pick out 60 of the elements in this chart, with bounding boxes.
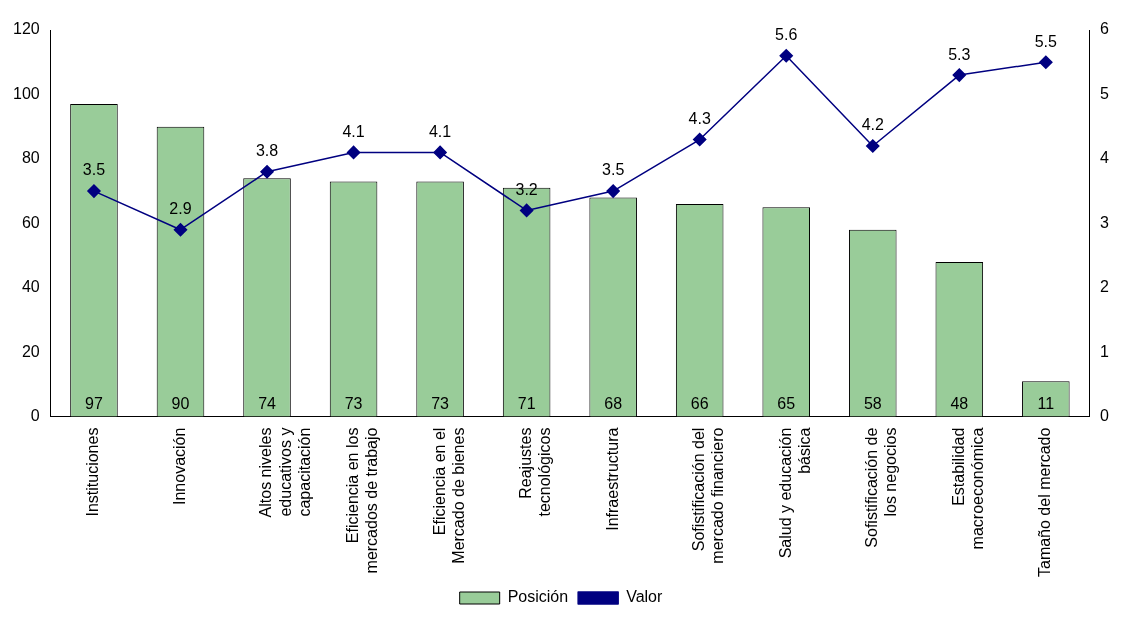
y-tick-label: 100: [12, 84, 40, 102]
data-label: 97: [85, 394, 103, 412]
point: [433, 145, 447, 160]
data-label: 90: [171, 394, 190, 412]
data-label: 74: [258, 394, 277, 412]
y-tick-label: 40: [21, 278, 40, 296]
y2-tick-label: 5: [1100, 84, 1110, 102]
data-label: 3.5: [602, 161, 625, 179]
data-label: 5.3: [948, 45, 971, 63]
data-label: 4.3: [688, 109, 711, 127]
x-tick-label: Reajustes tecnológicos: [517, 427, 554, 517]
point: [692, 132, 707, 147]
point: [260, 165, 274, 179]
data-label: 4.1: [342, 122, 365, 140]
y-tick-label: 80: [21, 149, 40, 167]
point: [1039, 55, 1053, 69]
y-tick-label: 20: [21, 342, 40, 360]
x-tick-label: Infraestructura: [603, 427, 621, 531]
x-tick-label: Innovación: [170, 427, 188, 505]
data-label: 5.6: [775, 26, 798, 44]
y2-tick-label: 2: [1100, 278, 1110, 296]
legend-label: Valor: [626, 588, 663, 606]
point: [606, 184, 620, 198]
data-label: 5.5: [1034, 32, 1058, 50]
data-label: 3.5: [82, 161, 106, 179]
data-label: 3.8: [255, 142, 279, 160]
x-tick-label: Instituciones: [84, 427, 102, 517]
data-label: 4.2: [861, 116, 884, 134]
point: [173, 222, 188, 237]
data-label: 71: [517, 394, 536, 412]
data-label: 4.1: [428, 122, 452, 140]
data-label: 3.2: [515, 180, 538, 198]
x-tick-label: Tamaño del mercado: [1036, 427, 1054, 578]
y2-tick-label: 0: [1100, 406, 1110, 424]
data-label: 48: [950, 394, 969, 412]
data-label: 65: [777, 394, 796, 412]
x-tick-label: Salud y educación básica: [776, 427, 813, 559]
legend-label: Posición: [507, 588, 569, 606]
y2-tick-label: 6: [1100, 20, 1110, 38]
point: [519, 203, 534, 218]
data-label: 2.9: [169, 200, 192, 218]
point: [952, 68, 967, 82]
point: [87, 184, 101, 198]
data-label: 58: [863, 394, 882, 412]
point: [779, 49, 793, 63]
data-label: 66: [690, 394, 709, 412]
point: [866, 139, 880, 153]
y2-tick-label: 3: [1100, 213, 1110, 231]
point: [346, 145, 361, 160]
y2-tick-label: 1: [1100, 342, 1110, 360]
data-label: 73: [431, 394, 450, 412]
data-label: 73: [344, 394, 363, 412]
y-tick-label: 120: [12, 20, 40, 38]
x-tick-label: Sofistificación del mercado financiero: [690, 427, 727, 564]
y-tick-label: 60: [21, 213, 40, 231]
data-label: 68: [604, 394, 623, 412]
y-tick-label: 0: [30, 406, 40, 424]
x-tick-label: Altos niveles educativos y capacitación: [257, 427, 313, 518]
y2-tick-label: 4: [1100, 149, 1110, 167]
data-label: 11: [1037, 394, 1055, 412]
